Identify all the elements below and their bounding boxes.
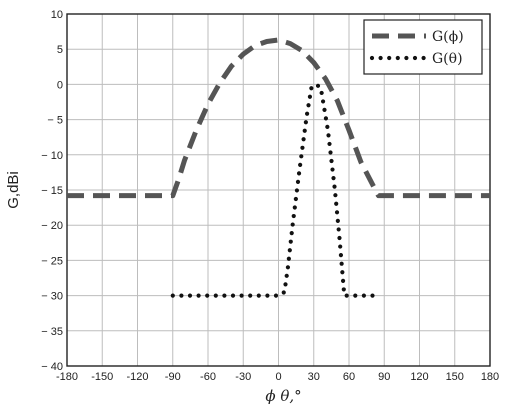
y-tick-label: − 30 <box>41 291 63 303</box>
x-axis-label: ϕ θ,° <box>265 387 301 405</box>
y-tick-label: 10 <box>51 9 63 21</box>
x-tick-label: -180 <box>56 371 78 383</box>
y-tick-label: − 10 <box>41 150 63 162</box>
series-line-0 <box>67 37 490 199</box>
x-tick-label: 90 <box>378 371 390 383</box>
y-tick-label: − 35 <box>41 326 63 338</box>
x-tick-label: -120 <box>126 371 148 383</box>
x-tick-label: -30 <box>235 371 251 383</box>
x-tick-label: -150 <box>91 371 113 383</box>
x-tick-label: 180 <box>481 371 499 383</box>
plot-frame <box>66 13 491 367</box>
y-tick-label: − 25 <box>41 255 63 267</box>
x-tick-label: 0 <box>275 371 281 383</box>
y-tick-label: 0 <box>57 79 63 91</box>
series-group <box>67 37 490 298</box>
y-tick-label: − 40 <box>41 361 63 373</box>
x-tick-labels: -180 -150 -120 -90 -60 -30 0 30 60 90 120 150 180 <box>56 371 499 383</box>
legend-box <box>363 19 483 75</box>
legend-label-g-phi: G(ϕ) <box>432 29 464 45</box>
y-tick-label: − 20 <box>41 220 63 232</box>
x-tick-label: 60 <box>343 371 355 383</box>
x-tick-label: -90 <box>165 371 181 383</box>
legend-label-g-theta: G(θ) <box>432 51 463 67</box>
y-tick-label: 5 <box>57 44 63 56</box>
legend: G(ϕ) G(θ) <box>363 19 483 75</box>
x-tick-label: 120 <box>410 371 428 383</box>
x-tick-label: 30 <box>308 371 320 383</box>
y-axis-label: G,dBi <box>5 171 22 209</box>
y-tick-labels: 10 5 0 − 5 − 10 − 15 − 20 − 25 − 30 − 35 − 40 <box>41 9 63 373</box>
x-tick-label: -60 <box>200 371 216 383</box>
x-tick-label: 150 <box>446 371 464 383</box>
y-tick-label: − 5 <box>47 115 63 127</box>
y-tick-label: − 15 <box>41 185 63 197</box>
